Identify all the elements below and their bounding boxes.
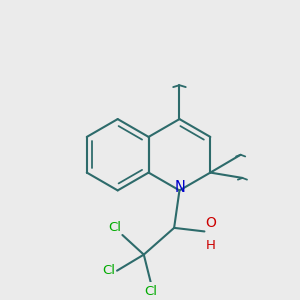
Text: Cl: Cl xyxy=(144,285,158,298)
Text: N: N xyxy=(175,180,185,195)
Text: H: H xyxy=(206,239,215,252)
Text: Cl: Cl xyxy=(103,264,116,277)
Text: O: O xyxy=(206,216,217,230)
Text: Cl: Cl xyxy=(108,221,121,234)
